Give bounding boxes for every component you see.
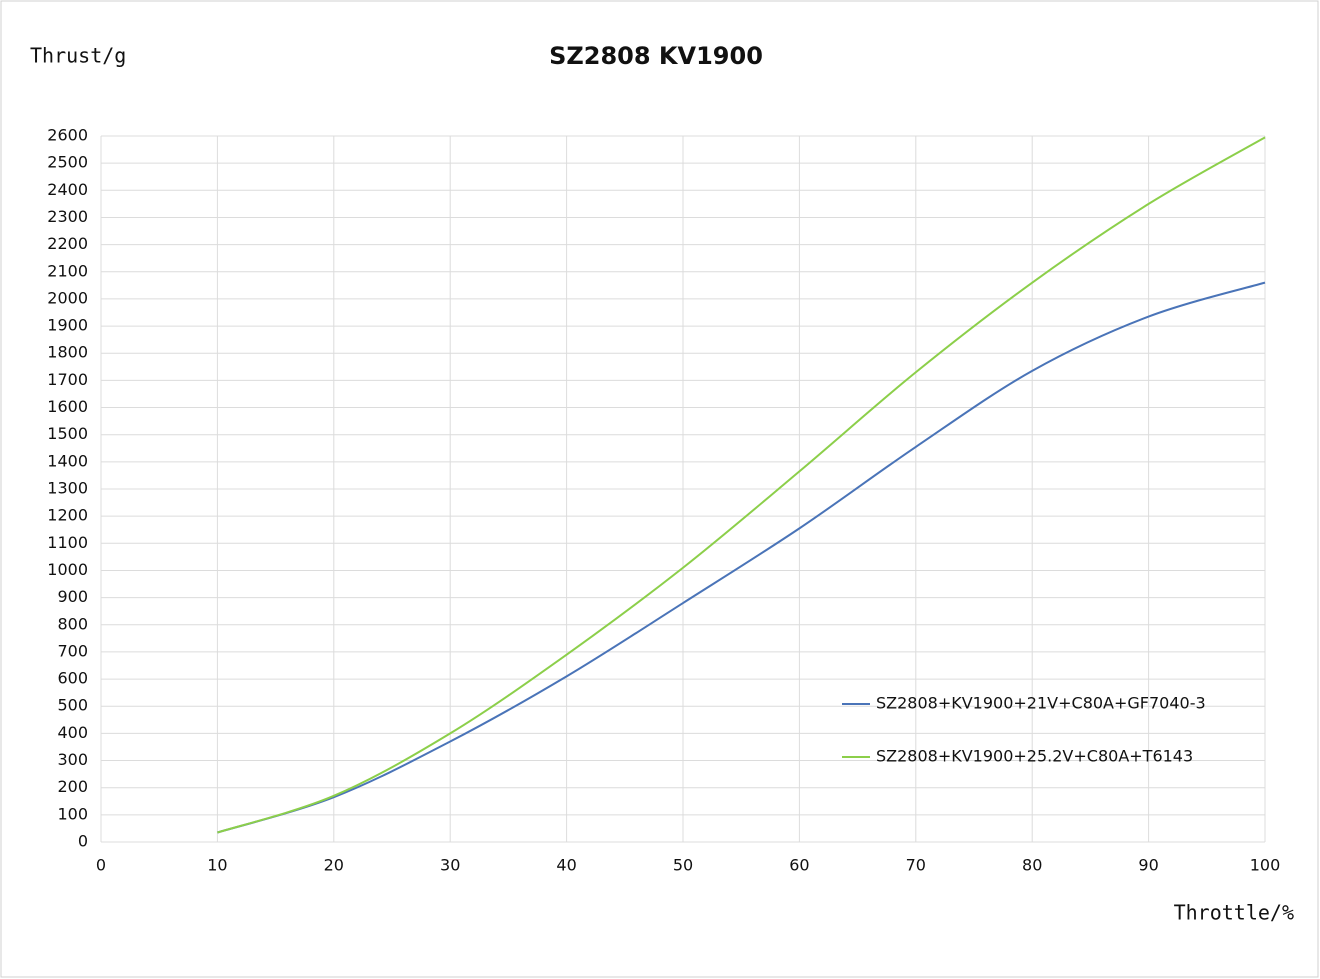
y-tick-label: 1400 [47,451,88,470]
x-tick-label: 0 [96,856,106,875]
y-tick-label: 900 [57,587,88,606]
y-tick-label: 2300 [47,207,88,226]
x-tick-label: 40 [556,856,576,875]
x-tick-label: 60 [789,856,809,875]
y-tick-label: 2000 [47,288,88,307]
x-tick-label: 10 [207,856,227,875]
line [217,136,1266,834]
y-tick-label: 1700 [47,370,88,389]
y-tick-label: 0 [78,832,88,851]
x-axis-label: Throttle/% [1174,901,1294,925]
y-tick-label: 2500 [47,153,88,172]
y-tick-label: 2600 [47,126,88,145]
x-tick-label: 80 [1022,856,1042,875]
x-tick-label: 90 [1138,856,1158,875]
y-tick-label: 1500 [47,424,88,443]
y-tick-label: 1300 [47,479,88,498]
x-tick-label: 50 [673,856,693,875]
y-tick-label: 600 [57,669,88,688]
legend-label: SZ2808+KV1900+21V+C80A+GF7040-3 [876,694,1206,713]
y-axis-label: Thrust/g [30,44,126,68]
x-tick-label: 100 [1250,856,1281,875]
y-tick-label: 400 [57,723,88,742]
y-tick-label: 1200 [47,506,88,525]
y-tick-label: 2400 [47,180,88,199]
y-tick-label: 100 [57,804,88,823]
x-tick-label: 20 [324,856,344,875]
y-tick-label: 200 [57,777,88,796]
y-tick-label: 2200 [47,234,88,253]
y-tick-label: 1800 [47,343,88,362]
line [217,281,1266,834]
y-tick-label: 2100 [47,261,88,280]
y-tick-label: 300 [57,750,88,769]
y-tick-label: 1100 [47,533,88,552]
y-tick-label: 1900 [47,316,88,335]
y-tick-label: 1000 [47,560,88,579]
y-tick-label: 1600 [47,397,88,416]
chart-title: SZ2808 KV1900 [549,42,763,70]
y-tick-label: 800 [57,614,88,633]
y-tick-label: 700 [57,641,88,660]
y-tick-label: 500 [57,696,88,715]
x-tick-label: 70 [906,856,926,875]
legend-label: SZ2808+KV1900+25.2V+C80A+T6143 [876,747,1193,766]
x-tick-label: 30 [440,856,460,875]
